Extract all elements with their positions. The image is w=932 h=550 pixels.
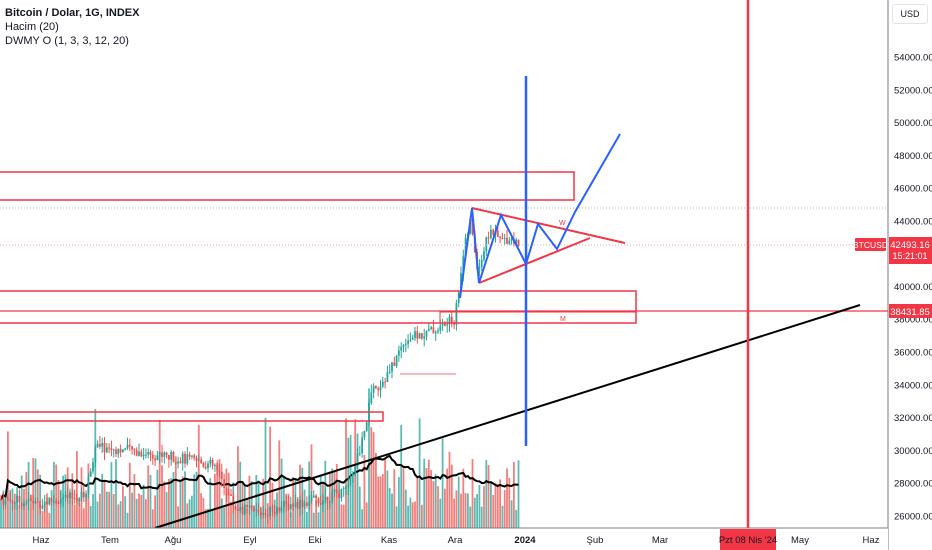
resistance-zone-upper[interactable] <box>0 171 575 201</box>
symbol-badge: BTCUSD <box>853 238 888 251</box>
symbol-title[interactable]: Bitcoin / Dolar, 1G, INDEX <box>5 7 140 19</box>
triangle-lower-line[interactable] <box>478 237 591 284</box>
support-zone-middle[interactable] <box>0 290 637 324</box>
price-tick-label: 34000.00 <box>894 380 932 391</box>
time-axis-panel[interactable] <box>0 528 888 550</box>
time-tick-label: Haz <box>863 535 880 546</box>
time-tick-label: Eki <box>308 535 321 546</box>
price-tick-label: 48000.00 <box>894 151 932 162</box>
volume-ma-line <box>0 454 519 501</box>
price-tick-label: 40000.00 <box>894 282 932 293</box>
currency-button[interactable]: USD <box>892 4 928 24</box>
support-zone-lower[interactable] <box>0 411 384 422</box>
price-tick-label: 36000.00 <box>894 348 932 359</box>
price-tick-label: 28000.00 <box>894 479 932 490</box>
dwmy-indicator-label[interactable]: DWMY O (1, 3, 3, 12, 20) <box>5 35 129 47</box>
time-tick-label: 2024 <box>514 535 536 546</box>
time-tick-label: Eyl <box>243 535 256 546</box>
level-price-badge: 38431.85 <box>889 304 932 318</box>
time-axis-ticks: Haz Tem Ağu Eyl Eki Kas Ara 2024 Şub Mar May Haz <box>33 535 880 546</box>
w-annotation: W <box>559 220 566 227</box>
time-tick-label: Mar <box>652 535 668 546</box>
candlesticks <box>0 212 520 524</box>
price-axis-panel[interactable] <box>888 0 932 550</box>
projected-path[interactable] <box>459 133 621 299</box>
svg-text:15:21:01: 15:21:01 <box>892 251 927 261</box>
price-tick-label: 54000.00 <box>894 53 932 64</box>
price-tick-label: 26000.00 <box>894 511 932 522</box>
time-tick-label: May <box>791 535 809 546</box>
highlighted-date-badge: Pzt 08 Nis '24 <box>719 529 777 550</box>
time-tick-label: Ara <box>448 535 464 546</box>
current-price-badge: 42493.16 15:21:01 <box>889 237 932 264</box>
price-axis-ticks: 54000.00 52000.00 50000.00 48000.00 46000.00… <box>894 53 932 523</box>
volume-indicator-label[interactable]: Hacim (20) <box>5 21 59 33</box>
price-tick-label: 52000.00 <box>894 85 932 96</box>
triangle-upper-line[interactable] <box>471 207 626 244</box>
svg-text:BTCUSD: BTCUSD <box>853 240 888 250</box>
svg-text:Pzt 08 Nis '24: Pzt 08 Nis '24 <box>719 535 777 546</box>
support-zone-inner[interactable] <box>439 311 637 324</box>
long-trendline[interactable] <box>154 304 861 529</box>
time-tick-label: Tem <box>101 535 119 546</box>
time-tick-label: Ağu <box>165 535 182 546</box>
svg-text:38431.85: 38431.85 <box>890 307 930 318</box>
volume-bars <box>0 388 520 528</box>
price-tick-label: 50000.00 <box>894 118 932 129</box>
price-tick-label: 44000.00 <box>894 216 932 227</box>
time-tick-label: Şub <box>587 535 604 546</box>
time-tick-label: Kas <box>381 535 398 546</box>
price-tick-label: 46000.00 <box>894 184 932 195</box>
price-tick-label: 32000.00 <box>894 413 932 424</box>
time-tick-label: Haz <box>33 535 50 546</box>
price-tick-label: 38000.00 <box>894 315 932 326</box>
price-tick-label: 30000.00 <box>894 446 932 457</box>
m-annotation: M <box>560 316 566 323</box>
svg-text:42493.16: 42493.16 <box>890 240 930 251</box>
chart-legend: Bitcoin / Dolar, 1G, INDEX Hacim (20) DW… <box>5 6 139 48</box>
